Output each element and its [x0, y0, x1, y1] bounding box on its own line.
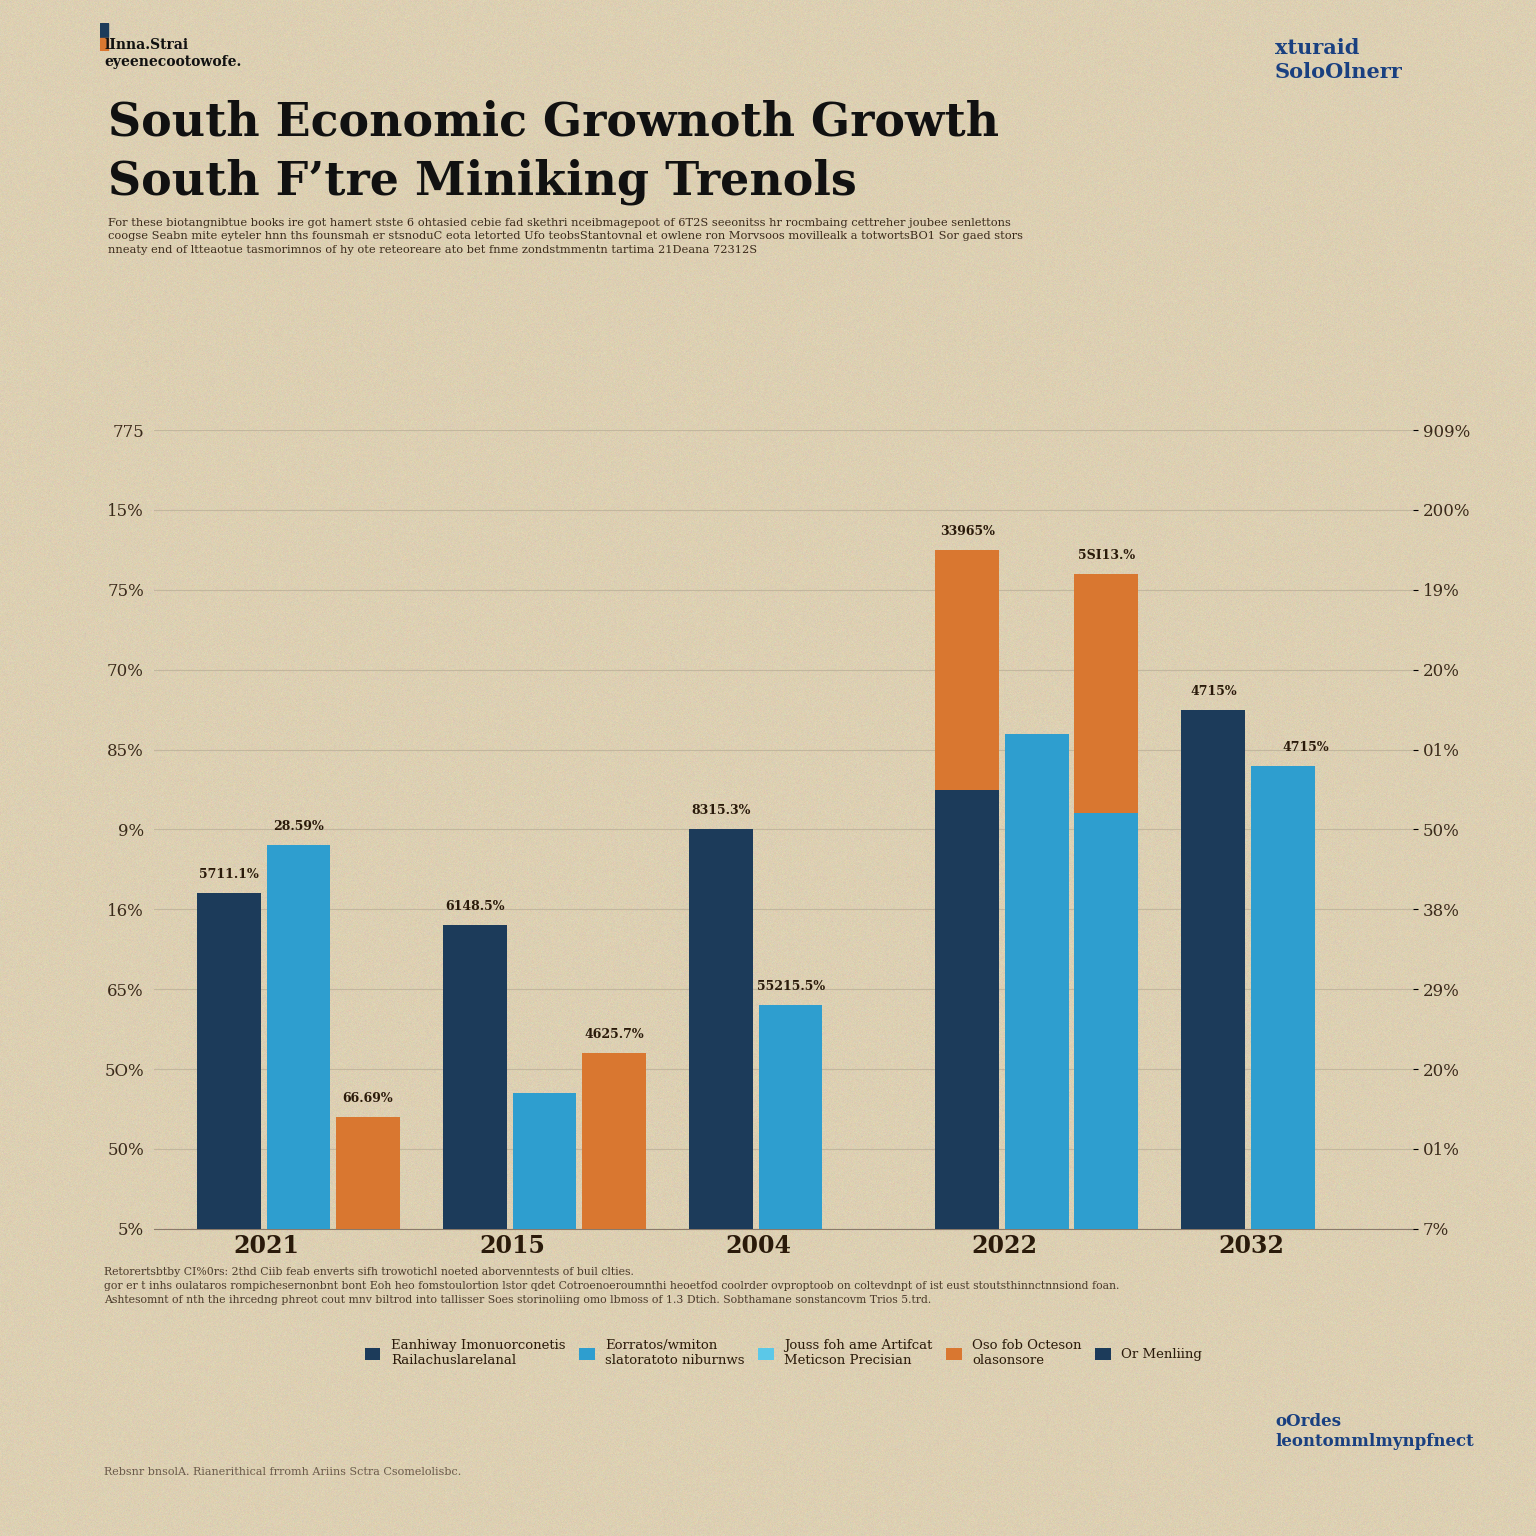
Bar	[1250, 765, 1315, 1229]
Text: 55215.5%: 55215.5%	[757, 980, 825, 994]
Text: For these biotangnibtue books ire got hamert stste 6 ohtasied cebie fad skethri : For these biotangnibtue books ire got ha…	[108, 218, 1023, 255]
Text: 6148.5%: 6148.5%	[445, 900, 505, 914]
Text: Rebsnr bnsolA. Rianerithical frromh Ariins Sctra Csomelolisbc.: Rebsnr bnsolA. Rianerithical frromh Arii…	[104, 1467, 462, 1478]
Text: 5SI13.%: 5SI13.%	[1078, 548, 1135, 562]
Bar	[100, 38, 108, 51]
Bar	[1074, 814, 1138, 1229]
Text: 8315.3%: 8315.3%	[691, 805, 751, 817]
Text: South Economic Grownoth Growth: South Economic Grownoth Growth	[108, 100, 998, 146]
Bar	[759, 1005, 822, 1229]
Text: 66.69%: 66.69%	[343, 1092, 393, 1104]
Bar	[336, 1117, 399, 1229]
Bar	[1005, 734, 1069, 1229]
Bar	[1181, 710, 1246, 1229]
Bar	[935, 550, 998, 790]
Bar	[444, 925, 507, 1229]
Text: 4715%: 4715%	[1283, 740, 1330, 754]
Text: xturaid
SoloOlnerr: xturaid SoloOlnerr	[1275, 38, 1402, 81]
Bar	[935, 790, 998, 1229]
Text: 5711.1%: 5711.1%	[200, 868, 258, 882]
Text: 28.59%: 28.59%	[273, 820, 324, 834]
Text: lInna.Strai
eyeenecootowofe.: lInna.Strai eyeenecootowofe.	[104, 38, 241, 69]
Bar	[197, 894, 261, 1229]
Bar	[1074, 574, 1138, 814]
Bar	[267, 845, 330, 1229]
Text: 4625.7%: 4625.7%	[584, 1028, 644, 1041]
Bar	[690, 829, 753, 1229]
Text: 33965%: 33965%	[940, 525, 995, 538]
Text: 4715%: 4715%	[1190, 685, 1236, 697]
Bar	[513, 1094, 576, 1229]
Text: Retorertsbtby CI%0rs: 2thd Ciib feab enverts sifh trowotichl noeted aborvenntest: Retorertsbtby CI%0rs: 2thd Ciib feab env…	[104, 1267, 1120, 1306]
Legend: Eanhiway Imonuorconetis
Railachuslarelanal, Eorratos/wmiton
slatoratoto niburnws: Eanhiway Imonuorconetis Railachuslarelan…	[364, 1339, 1203, 1367]
Bar	[100, 23, 108, 37]
Bar	[582, 1054, 645, 1229]
Text: oOrdes
leontommlmynpfnect: oOrdes leontommlmynpfnect	[1275, 1413, 1473, 1450]
Text: South F’tre Miniking Trenols: South F’tre Miniking Trenols	[108, 158, 856, 204]
